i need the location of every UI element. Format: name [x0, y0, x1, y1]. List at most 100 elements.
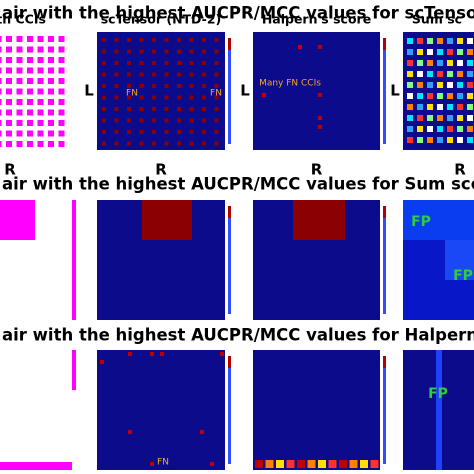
- heatmap-cell: [407, 137, 413, 143]
- heatmap-cell: [417, 38, 423, 44]
- heatmap-cell: [164, 130, 169, 134]
- heatmap-cell: [437, 104, 443, 110]
- heatmap-cell: [437, 60, 443, 66]
- heatmap-cell: [427, 115, 433, 121]
- y-axis-label: L: [84, 82, 94, 100]
- heatmap-cell: [318, 45, 322, 49]
- heatmap-cell: [189, 72, 194, 77]
- heatmap-cell: [457, 82, 463, 88]
- heatmap-cell: [102, 61, 106, 65]
- heatmap-cell: [437, 115, 443, 121]
- heatmap-cell: [58, 78, 65, 84]
- heatmap-cell: [407, 115, 413, 121]
- heatmap-cell: [58, 141, 65, 147]
- heatmap-cell: [16, 67, 23, 74]
- colorbar: [228, 206, 231, 314]
- panel-title: scTensor (NTD-2): [101, 12, 222, 27]
- heatmap-cell: [437, 93, 443, 99]
- annotation: FP: [428, 386, 448, 402]
- heatmap-cell: [152, 84, 156, 88]
- heatmap-cell: [447, 104, 453, 110]
- annotation: FN: [210, 89, 222, 99]
- heatmap-cell: [467, 115, 473, 121]
- heatmap-cell: [457, 93, 463, 99]
- heatmap-block: [293, 200, 345, 240]
- heatmap-cell: [407, 49, 413, 55]
- heatmap-cell: [0, 46, 2, 53]
- heatmap-cell: [58, 120, 65, 126]
- heatmap-cell: [27, 67, 33, 74]
- heatmap-cell: [447, 71, 453, 77]
- heatmap-cell: [58, 57, 65, 63]
- heatmap-cell: [0, 120, 2, 126]
- heatmap-cell: [16, 57, 23, 63]
- heatmap-cell: [48, 99, 54, 105]
- heatmap-cell: [16, 120, 23, 126]
- row-heading: air with the highest AUCPR/MCC values fo…: [2, 326, 474, 345]
- heatmap-cell: [6, 109, 12, 116]
- heatmap-cell: [6, 88, 12, 95]
- heatmap-cell: [417, 137, 423, 143]
- heatmap-cell: [27, 46, 33, 53]
- heatmap-cell: [214, 141, 219, 146]
- heatmap-cell: [202, 38, 206, 42]
- heatmap-cell: [127, 118, 131, 123]
- heatmap-cell: [160, 352, 164, 356]
- heatmap-cell: [6, 57, 12, 63]
- heatmap-cell: [189, 141, 194, 146]
- heatmap-cell: [0, 36, 2, 42]
- heatmap-cell: [177, 95, 181, 100]
- heatmap-cell: [48, 57, 54, 63]
- heatmap-cell: [150, 462, 154, 466]
- heatmap-cell: [127, 49, 131, 54]
- heatmap-cell: [467, 82, 473, 88]
- heatmap-cell: [114, 141, 119, 146]
- heatmap-cell: [318, 93, 322, 97]
- heatmap-cell: [202, 84, 206, 88]
- heatmap-cell: [214, 61, 219, 65]
- heatmap-cell: [127, 130, 131, 134]
- heatmap-cell: [457, 38, 463, 44]
- heatmap-block: [142, 200, 192, 240]
- heatmap-cell: [318, 116, 322, 120]
- heatmap-cell: [164, 38, 169, 42]
- heatmap-cell: [220, 352, 224, 356]
- heatmap-cell: [457, 49, 463, 55]
- heatmap-cell: [407, 126, 413, 132]
- heatmap-cell: [189, 61, 194, 65]
- heatmap-cell: [152, 72, 156, 77]
- heatmap-cell: [0, 99, 2, 105]
- heatmap-strip: [72, 350, 76, 390]
- heatmap-cell: [427, 49, 433, 55]
- heatmap-cell: [214, 49, 219, 54]
- heatmap-cell: [262, 93, 266, 97]
- heatmap-panel: [0, 350, 72, 470]
- heatmap-cell: [164, 84, 169, 88]
- heatmap-cell: [37, 99, 44, 105]
- heatmap-cell: [202, 61, 206, 65]
- heatmap-strip: [0, 462, 72, 470]
- annotation: FN: [126, 89, 138, 99]
- heatmap-cell: [437, 49, 443, 55]
- heatmap-cell: [407, 93, 413, 99]
- heatmap-cell: [48, 141, 54, 147]
- heatmap-cell: [114, 72, 119, 77]
- heatmap-cell: [37, 67, 44, 74]
- heatmap-cell: [0, 57, 2, 63]
- heatmap-cell: [139, 141, 144, 146]
- heatmap-block: [0, 200, 35, 240]
- heatmap-cell: [139, 61, 144, 65]
- heatmap-cell: [139, 130, 144, 134]
- heatmap-cell: [139, 118, 144, 123]
- heatmap-cell: [102, 130, 106, 134]
- colorbar: [383, 206, 386, 314]
- heatmap-cell: [407, 71, 413, 77]
- row-heading: air with the highest AUCPR/MCC values fo…: [2, 4, 474, 23]
- heatmap-cell: [127, 84, 131, 88]
- heatmap-cell: [102, 38, 106, 42]
- heatmap-cell: [339, 460, 347, 468]
- heatmap-cell: [437, 38, 443, 44]
- heatmap-cell: [177, 130, 181, 134]
- heatmap-cell: [202, 95, 206, 100]
- heatmap-cell: [127, 61, 131, 65]
